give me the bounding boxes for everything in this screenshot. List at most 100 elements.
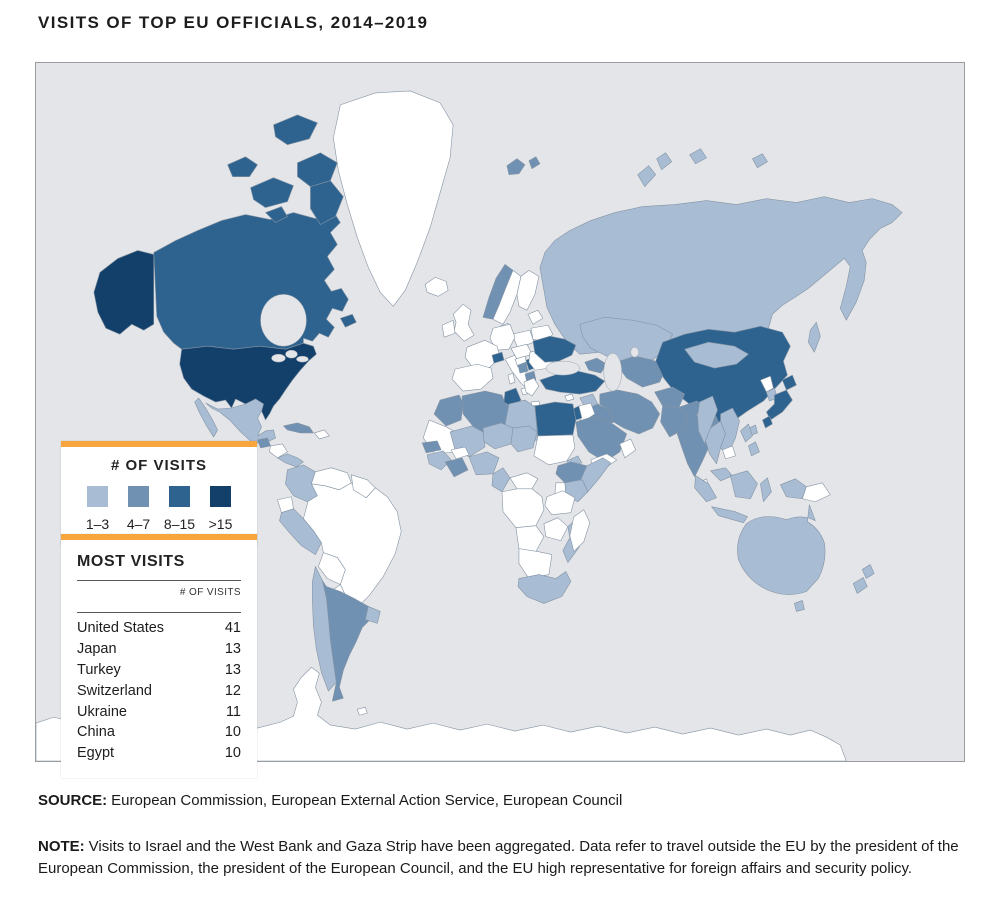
legend-swatches: 1–3 4–7 8–15 >15 (71, 474, 247, 532)
most-visits-title: MOST VISITS (77, 553, 185, 570)
country-new-zealand-north (861, 564, 875, 579)
country-name: Ukraine (77, 703, 127, 720)
country-united-kingdom (452, 304, 475, 342)
legend-accent-bar (61, 441, 257, 447)
visit-count: 13 (224, 661, 241, 678)
table-row: China 10 (77, 722, 241, 743)
country-zambia (543, 517, 569, 541)
country-united-states (179, 342, 317, 421)
country-greenland (333, 90, 454, 307)
country-madagascar (569, 509, 591, 552)
visit-count: 11 (225, 703, 241, 720)
country-name: Japan (77, 641, 117, 658)
legend-item: >15 (200, 486, 241, 532)
legend-swatch-4-7 (128, 486, 149, 507)
country-new-siberian-islands (752, 153, 768, 168)
visit-count: 10 (224, 724, 241, 741)
country-name: United States (77, 620, 165, 637)
country-central-asia (619, 355, 667, 388)
country-canada-ellesmere (273, 114, 318, 146)
country-senegal (421, 440, 442, 454)
country-guyanas (351, 474, 376, 499)
country-dr-congo (501, 488, 545, 528)
country-saudi-arabia (575, 415, 628, 463)
country-novaya-zemlya (637, 165, 656, 187)
country-cuba (283, 422, 314, 434)
country-name: China (77, 724, 115, 741)
country-ireland (441, 319, 456, 338)
table-row: Switzerland 12 (77, 680, 241, 701)
country-iberia (451, 363, 494, 392)
country-cameroon (491, 467, 511, 493)
country-name: Switzerland (77, 682, 152, 699)
country-cyprus (564, 393, 575, 402)
visit-count: 13 (224, 641, 241, 658)
most-visits-panel: MOST VISITS # OF VISITS United States 41 … (61, 534, 257, 779)
country-venezuela (311, 467, 352, 491)
visit-count: 10 (224, 745, 241, 762)
table-row: Turkey 13 (77, 660, 241, 681)
country-colombia (285, 464, 318, 503)
table-row: Ukraine 11 (77, 701, 241, 722)
legend-label: >15 (208, 516, 233, 532)
country-nigeria (468, 451, 500, 476)
most-visits-rows: United States 41 Japan 13 Turkey 13 Switzer… (77, 613, 241, 763)
note-paragraph: NOTE: Visits to Israel and the West Bank … (38, 836, 966, 880)
country-svalbard-east (528, 156, 541, 169)
country-canada-banks (227, 156, 258, 177)
source-text: European Commission, European External A… (111, 792, 623, 809)
country-tanzania (544, 490, 576, 516)
country-north-korea (760, 375, 774, 393)
most-visits-accent-bar (61, 534, 257, 540)
country-botswana-namibia (518, 548, 553, 579)
country-germany (489, 323, 516, 351)
country-afghanistan (654, 386, 685, 409)
world-map: # OF VISITS 1–3 4–7 8–15 >15 (35, 62, 965, 779)
country-severnaya-zemlya (689, 148, 707, 165)
great-lakes-west (271, 353, 286, 363)
country-indonesia-sumatra (694, 475, 717, 503)
table-row: United States 41 (77, 618, 241, 639)
country-name: Egypt (77, 745, 115, 762)
country-indonesia-sulawesi (760, 477, 772, 503)
country-mongolia (684, 341, 749, 369)
country-canada-baffin-south (310, 180, 344, 225)
table-row: Egypt 10 (77, 743, 241, 764)
country-finland (516, 270, 540, 311)
legend: # OF VISITS 1–3 4–7 8–15 >15 (61, 441, 257, 546)
visit-count: 41 (224, 620, 241, 637)
country-bosnia (517, 361, 529, 374)
country-costa-rica-panama (277, 453, 304, 468)
source-line: SOURCE: European Commission, European Ext… (38, 792, 622, 809)
divider (77, 612, 241, 613)
country-japan-kyushu (762, 415, 773, 429)
country-hispaniola (314, 429, 330, 440)
visit-count: 12 (224, 682, 241, 699)
country-philippines-luzon (740, 423, 753, 443)
country-angola (515, 525, 545, 552)
country-morocco (433, 394, 464, 427)
most-visits-column-header: # OF VISITS (179, 587, 241, 598)
country-oman (619, 438, 637, 459)
country-peru (279, 508, 322, 555)
country-name: Turkey (77, 661, 121, 678)
aral-sea (630, 346, 639, 358)
country-canada-victoria-island (250, 177, 294, 208)
country-novaya-zemlya-n (656, 152, 672, 170)
legend-label: 8–15 (163, 516, 196, 532)
country-tasmania (794, 600, 805, 612)
country-alaska (93, 250, 155, 335)
black-sea (545, 360, 581, 376)
country-japan-hokkaido (782, 374, 797, 391)
table-row: Japan 13 (77, 639, 241, 660)
country-canada-newfoundland (340, 313, 357, 328)
country-ukraine (532, 335, 577, 363)
country-baltics (527, 309, 544, 325)
country-guinea (426, 450, 452, 471)
country-burkina-faso (450, 446, 470, 460)
country-south-africa (517, 571, 572, 604)
page-title: VISITS OF TOP EU OFFICIALS, 2014–2019 (38, 13, 429, 32)
country-ghana (444, 457, 469, 478)
country-chad (510, 425, 538, 453)
country-sardinia (507, 372, 516, 385)
